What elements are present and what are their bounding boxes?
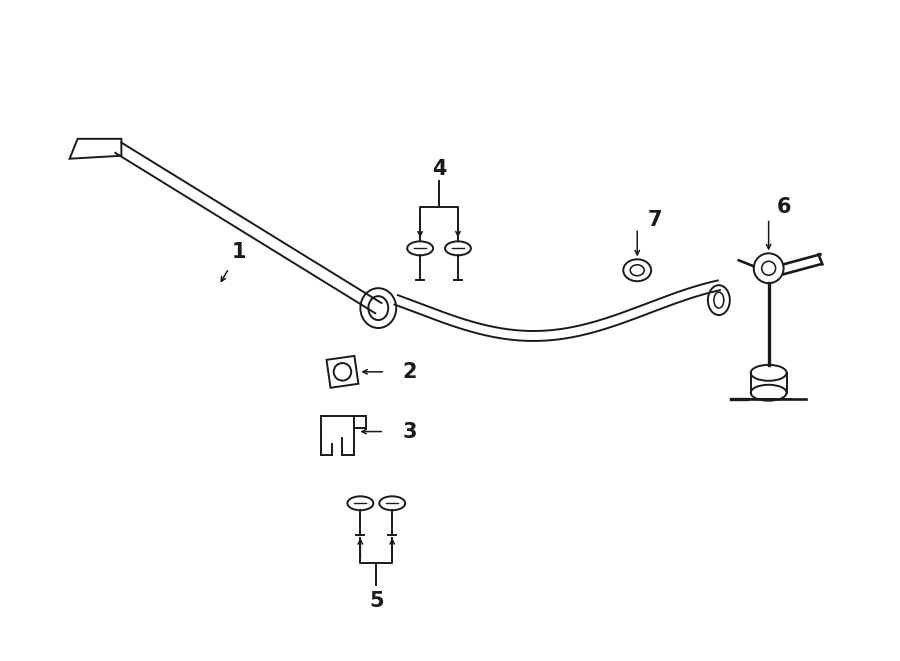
Ellipse shape [751,365,787,381]
Polygon shape [327,356,358,388]
Text: 1: 1 [231,243,246,262]
Polygon shape [69,139,122,159]
Ellipse shape [360,288,396,328]
Ellipse shape [751,385,787,401]
Ellipse shape [624,259,652,281]
Text: 4: 4 [432,159,446,178]
Ellipse shape [753,253,784,283]
Ellipse shape [407,241,433,255]
Ellipse shape [708,285,730,315]
Ellipse shape [347,496,374,510]
Text: 5: 5 [369,591,383,611]
Text: 7: 7 [647,210,662,231]
Text: 2: 2 [402,362,417,382]
Ellipse shape [379,496,405,510]
Text: 6: 6 [777,196,791,217]
Ellipse shape [445,241,471,255]
Text: 3: 3 [402,422,417,442]
